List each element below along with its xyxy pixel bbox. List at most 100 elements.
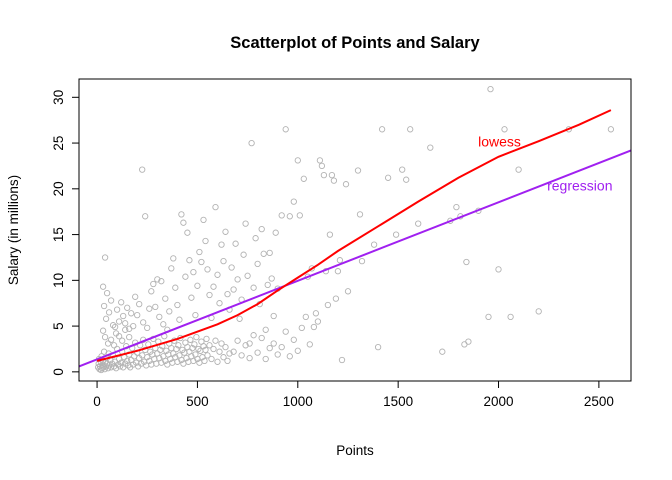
- data-point: [314, 318, 322, 325]
- data-point: [270, 340, 277, 347]
- data-point: [260, 250, 267, 257]
- data-point: [101, 333, 109, 341]
- data-point: [152, 303, 159, 311]
- data-point: [262, 355, 269, 363]
- data-point: [252, 235, 259, 242]
- data-point: [427, 144, 434, 151]
- data-point: [130, 322, 137, 330]
- data-point: [214, 271, 221, 278]
- data-point: [178, 211, 185, 218]
- data-point: [192, 311, 199, 319]
- data-point: [166, 308, 173, 315]
- data-point: [206, 291, 213, 299]
- data-point: [453, 203, 460, 211]
- data-point: [153, 360, 160, 367]
- data-point: [226, 350, 233, 357]
- fit-lines: [78, 109, 632, 368]
- data-point: [158, 278, 165, 285]
- scatter-points: [94, 85, 615, 374]
- data-point: [320, 171, 328, 179]
- data-point: [110, 363, 118, 370]
- data-point: [144, 324, 151, 332]
- data-point: [111, 323, 119, 331]
- data-point: [294, 157, 301, 164]
- data-point: [162, 295, 169, 302]
- data-point: [195, 345, 202, 353]
- data-point: [607, 126, 615, 133]
- data-point: [191, 341, 198, 348]
- data-point: [230, 348, 237, 355]
- data-point: [501, 126, 508, 133]
- data-point: [99, 283, 107, 290]
- data-point: [234, 337, 241, 344]
- data-point: [116, 363, 124, 370]
- data-point: [246, 354, 253, 362]
- data-point: [126, 333, 133, 341]
- data-point: [186, 257, 193, 264]
- data-point: [122, 320, 129, 327]
- data-point: [250, 284, 257, 291]
- data-point: [101, 254, 109, 261]
- y-tick-label: 20: [51, 181, 66, 196]
- lowess-line: [96, 109, 612, 362]
- data-point: [232, 240, 239, 247]
- data-point: [274, 351, 281, 358]
- data-point: [124, 357, 131, 365]
- data-point: [175, 342, 182, 349]
- data-point: [210, 283, 217, 290]
- data-point: [330, 177, 338, 184]
- data-point: [266, 344, 273, 352]
- data-point: [180, 219, 187, 226]
- data-point: [220, 354, 227, 361]
- data-point: [146, 305, 153, 312]
- data-point: [316, 157, 324, 164]
- data-point: [170, 350, 177, 357]
- y-tick-label: 30: [51, 90, 66, 105]
- data-point: [296, 212, 303, 219]
- data-point: [495, 266, 502, 273]
- data-point: [515, 166, 522, 173]
- data-point: [132, 293, 139, 300]
- data-point: [262, 326, 269, 333]
- data-point: [286, 213, 293, 220]
- data-point: [104, 340, 112, 347]
- data-point: [384, 174, 392, 181]
- data-point: [140, 319, 147, 326]
- data-point: [222, 343, 229, 351]
- data-point: [218, 241, 225, 248]
- data-point: [189, 344, 196, 352]
- data-point: [201, 357, 208, 365]
- x-axis: 0 500 1000 1500 2000 2500: [93, 380, 614, 409]
- x-tick-label: 0: [93, 394, 101, 409]
- data-point: [308, 265, 315, 272]
- data-point: [356, 211, 364, 218]
- data-point: [109, 322, 117, 329]
- data-point: [134, 311, 141, 319]
- y-tick-label: 25: [51, 136, 66, 151]
- data-point: [264, 281, 271, 289]
- lowess-label: lowess: [478, 134, 521, 150]
- data-point: [144, 354, 151, 361]
- data-point: [336, 257, 344, 264]
- data-point: [332, 295, 340, 302]
- data-point: [242, 220, 249, 227]
- data-point: [182, 273, 189, 280]
- data-point: [202, 237, 209, 245]
- regression-label: regression: [547, 178, 612, 194]
- data-point: [107, 297, 115, 304]
- data-point: [115, 318, 123, 325]
- data-point: [240, 251, 247, 258]
- data-point: [206, 342, 213, 349]
- data-point: [465, 338, 472, 345]
- data-point: [113, 306, 121, 313]
- data-point: [204, 266, 211, 273]
- data-point: [214, 358, 221, 365]
- data-point: [188, 294, 195, 301]
- data-point: [98, 365, 106, 372]
- data-point: [200, 343, 207, 350]
- chart-title: Scatterplot of Points and Salary: [230, 34, 480, 52]
- data-point: [258, 334, 265, 342]
- data-point: [290, 336, 297, 343]
- data-point: [439, 348, 446, 355]
- data-point: [168, 344, 175, 352]
